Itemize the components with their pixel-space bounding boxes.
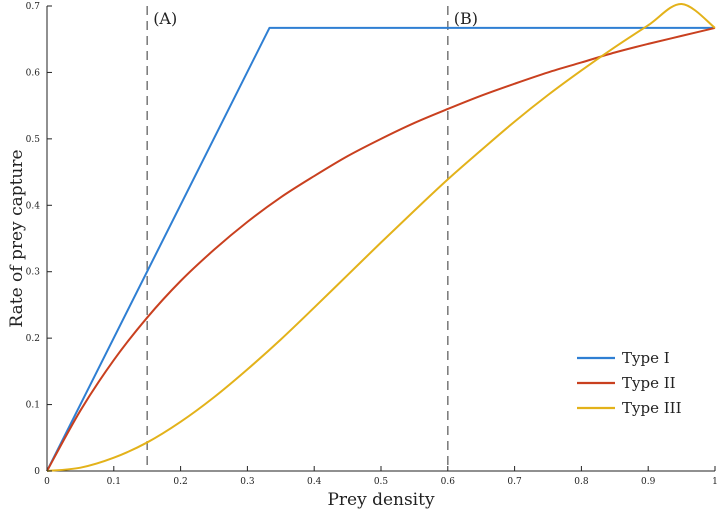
x-tick-label: 0 [44,477,50,487]
x-tick-label: 0.7 [507,477,522,487]
x-tick-label: 0.5 [374,477,389,487]
x-axis-label: Prey density [327,490,435,510]
y-tick-label: 0.5 [26,135,41,145]
reference-line-label: (A) [153,9,177,28]
legend-item: Type III [577,399,682,417]
legend: Type I Type II Type III [577,349,682,417]
legend-label: Type II [622,374,676,392]
plot-area: (A) (B) 0 0.1 0.2 0.3 0.4 0.5 0.6 0.7 0.8 0.9 1 0 0.… [26,2,718,487]
reference-lines: (A) (B) [146,6,478,471]
y-tick-label: 0.1 [26,401,40,411]
x-axis-ticks: 0 0.1 0.2 0.3 0.4 0.5 0.6 0.7 0.8 0.9 1 [44,466,718,487]
x-tick-label: 0.3 [240,477,255,487]
series-lines [46,3,716,472]
y-tick-label: 0.7 [26,2,41,12]
y-axis-ticks: 0 0.1 0.2 0.3 0.4 0.5 0.6 0.7 [26,2,52,477]
x-tick-label: 0.2 [173,477,187,487]
x-tick-label: 1 [712,477,718,487]
y-tick-label: 0.3 [26,268,41,278]
series-line-type-iii [46,3,716,472]
series-line-type-i [46,26,715,472]
y-tick-label: 0.4 [26,201,41,211]
x-tick-label: 0.9 [641,477,656,487]
y-tick-label: 0.2 [26,334,40,344]
y-tick-label: 0 [34,467,40,477]
reference-line-label: (B) [454,9,478,28]
legend-item: Type I [577,349,670,367]
y-tick-label: 0.6 [26,68,41,78]
legend-label: Type III [622,399,682,417]
x-tick-label: 0.8 [574,477,589,487]
legend-label: Type I [622,349,670,367]
x-tick-label: 0.1 [107,477,121,487]
legend-item: Type II [577,374,676,392]
y-axis-label: Rate of prey capture [7,149,27,327]
x-tick-label: 0.4 [307,477,322,487]
x-tick-label: 0.6 [441,477,456,487]
